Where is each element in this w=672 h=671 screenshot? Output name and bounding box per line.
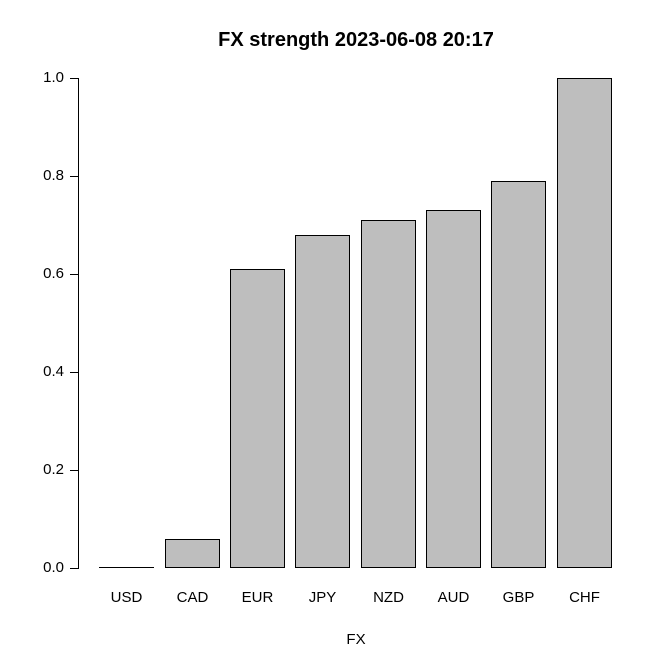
bar-nzd — [361, 220, 416, 568]
y-axis-tick — [70, 470, 78, 471]
y-axis-tick — [70, 78, 78, 79]
y-axis-tick — [70, 568, 78, 569]
y-axis-tick-label: 0.2 — [43, 461, 64, 478]
x-axis-tick-label: CHF — [569, 589, 600, 606]
bar-gbp — [491, 181, 546, 568]
y-axis-tick — [70, 372, 78, 373]
y-axis-tick-label: 1.0 — [43, 69, 64, 86]
bar-jpy — [295, 235, 350, 568]
y-axis-tick — [70, 176, 78, 177]
bar-chf — [557, 78, 612, 568]
y-axis-tick — [70, 274, 78, 275]
chart-title: FX strength 2023-06-08 20:17 — [218, 29, 494, 51]
x-axis-tick-label: EUR — [241, 589, 274, 606]
y-axis-line — [78, 78, 79, 569]
bar-aud — [426, 210, 481, 568]
y-axis-tick-label: 0.0 — [43, 559, 64, 576]
bar-cad — [165, 539, 220, 568]
x-axis-tick-label: AUD — [437, 589, 470, 606]
y-axis-tick-label: 0.8 — [43, 167, 64, 184]
x-axis-title: FX — [346, 631, 366, 648]
x-axis-tick-label: JPY — [308, 589, 337, 606]
y-axis-tick-label: 0.6 — [43, 265, 64, 282]
y-axis-tick-label: 0.4 — [43, 363, 64, 380]
x-axis-tick-label: GBP — [502, 589, 535, 606]
bar-usd — [99, 567, 154, 568]
bar-eur — [230, 269, 285, 568]
x-axis-tick-label: USD — [110, 589, 143, 606]
x-axis-tick-label: CAD — [176, 589, 209, 606]
x-axis-tick-label: NZD — [373, 589, 404, 606]
